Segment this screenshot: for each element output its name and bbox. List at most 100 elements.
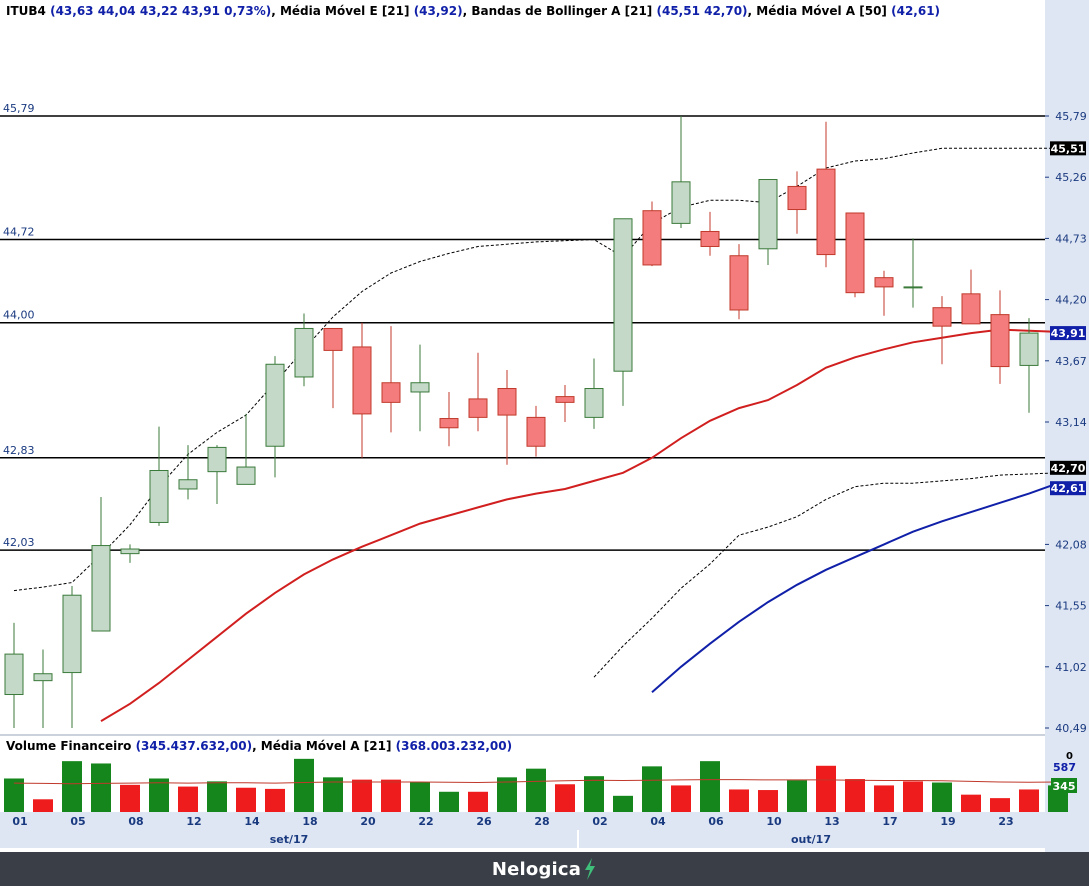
volume-bar xyxy=(149,778,169,812)
candle xyxy=(1019,318,1039,413)
volume-bar xyxy=(120,784,140,812)
candle xyxy=(236,413,256,485)
candle-body xyxy=(642,210,662,266)
price-tick-label: 45,79 xyxy=(1055,110,1087,123)
candle xyxy=(178,445,198,500)
candle xyxy=(816,121,836,268)
price-badge-label: 42,61 xyxy=(1051,482,1086,495)
price-badge: 43,91 xyxy=(1050,326,1086,341)
date-label: 02 xyxy=(592,815,607,828)
volume-axis-top: 0 xyxy=(1066,751,1073,762)
volume-ma-value: (368.003.232,00) xyxy=(396,739,513,753)
level-label: 44,00 xyxy=(3,309,35,322)
candle xyxy=(932,296,952,365)
candle-body xyxy=(149,469,169,523)
volume-bars xyxy=(4,758,1068,812)
candle xyxy=(120,544,140,563)
date-label: 08 xyxy=(128,815,143,828)
volume-bar xyxy=(468,791,488,812)
candle xyxy=(265,356,285,478)
date-label: 10 xyxy=(766,815,782,828)
candle-body xyxy=(526,416,546,447)
candle-body xyxy=(120,548,140,555)
volume-bar xyxy=(410,781,430,812)
candle-body xyxy=(787,185,807,211)
volume-axis-mid: 587 xyxy=(1053,761,1076,774)
volume-bar xyxy=(294,758,314,812)
volume-bar xyxy=(758,790,778,812)
candle xyxy=(555,385,575,422)
brand-logo[interactable]: Nelogica xyxy=(492,858,597,880)
candle-body xyxy=(4,653,24,696)
candle-body xyxy=(497,388,517,416)
price-tick-label: 42,08 xyxy=(1055,538,1087,551)
candle-body xyxy=(439,418,459,429)
bollinger-upper-line xyxy=(13,147,1058,592)
volume-panel-header: Volume Financeiro (345.437.632,00), Médi… xyxy=(6,739,512,753)
volume-bar xyxy=(613,795,633,812)
candle-body xyxy=(352,346,372,415)
volume-bar xyxy=(990,798,1010,812)
candle xyxy=(526,405,546,457)
date-label: 01 xyxy=(12,815,27,828)
volume-current-badge xyxy=(1051,778,1077,793)
candle-body xyxy=(265,363,285,447)
lightning-icon xyxy=(585,858,596,880)
level-label: 42,03 xyxy=(3,536,35,549)
price-badge-label: 45,51 xyxy=(1051,142,1086,155)
candle xyxy=(787,171,807,234)
volume-name: Volume Financeiro xyxy=(6,739,131,753)
candle-body xyxy=(874,277,894,288)
brand-name: Nelogica xyxy=(491,858,582,880)
volume-bar xyxy=(816,765,836,812)
candle-body xyxy=(62,594,82,674)
volume-bar xyxy=(497,777,517,812)
candle-body xyxy=(613,218,633,372)
volume-bar xyxy=(787,780,807,812)
month-axis-bar[interactable] xyxy=(0,830,1045,848)
candle xyxy=(91,497,111,632)
volume-ma-line xyxy=(13,779,1059,785)
volume-bar xyxy=(207,781,227,812)
date-label: 19 xyxy=(940,815,955,828)
candle xyxy=(642,201,662,267)
candle-body xyxy=(323,327,343,351)
candle xyxy=(410,344,430,432)
candle-body xyxy=(236,466,256,485)
date-axis-bar[interactable] xyxy=(0,812,1045,830)
candle xyxy=(468,352,488,432)
candle xyxy=(62,585,82,728)
date-label: 06 xyxy=(708,815,724,828)
candle xyxy=(903,238,923,308)
footer-bar: Nelogica xyxy=(0,852,1089,886)
candle xyxy=(323,327,343,409)
volume-bar xyxy=(1019,789,1039,812)
ema21-line xyxy=(100,328,1059,722)
price-tick-label: 41,55 xyxy=(1055,600,1087,613)
date-label: 28 xyxy=(534,815,549,828)
bollinger-indicator-value: (45,51 42,70) xyxy=(656,4,747,18)
candle-body xyxy=(1019,332,1039,366)
volume-bar xyxy=(555,784,575,812)
candle xyxy=(990,290,1010,384)
bollinger-indicator-name: , Bandas de Bollinger A [21] xyxy=(463,4,653,18)
candle xyxy=(758,179,778,265)
candle xyxy=(4,622,24,728)
candle-body xyxy=(178,479,198,490)
date-label: 17 xyxy=(882,815,897,828)
candle xyxy=(294,313,314,387)
date-label: 05 xyxy=(70,815,85,828)
horizontal-levels: 45,79 44,72 44,00 42,83 42,03 xyxy=(0,102,1045,551)
sma-indicator-value: (42,61) xyxy=(891,4,940,18)
candle-body xyxy=(555,396,575,403)
date-label: 23 xyxy=(998,815,1013,828)
price-badge: 42,70 xyxy=(1050,460,1086,475)
date-label: 26 xyxy=(476,815,492,828)
candle xyxy=(845,212,865,298)
candle-body xyxy=(961,293,981,325)
price-badge: 45,51 xyxy=(1050,141,1086,156)
candle xyxy=(381,326,401,433)
volume-bar xyxy=(932,782,952,812)
volume-bar xyxy=(642,766,662,812)
candle xyxy=(729,244,749,320)
